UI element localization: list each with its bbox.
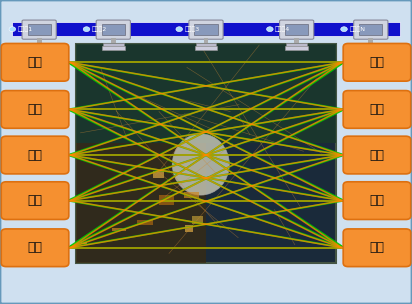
Text: 通讯: 通讯	[370, 194, 384, 207]
Text: 建模工2: 建模工2	[92, 26, 107, 32]
Bar	[37, 38, 42, 43]
Bar	[76, 44, 336, 143]
Bar	[194, 24, 218, 35]
FancyBboxPatch shape	[1, 136, 69, 174]
Bar	[285, 24, 308, 35]
Text: 其它: 其它	[28, 241, 42, 254]
Bar	[359, 24, 382, 35]
FancyBboxPatch shape	[343, 91, 411, 128]
Text: 控制: 控制	[28, 194, 42, 207]
FancyBboxPatch shape	[1, 91, 69, 128]
FancyBboxPatch shape	[22, 20, 56, 39]
Bar	[28, 46, 50, 50]
FancyBboxPatch shape	[343, 229, 411, 267]
FancyBboxPatch shape	[343, 136, 411, 174]
FancyBboxPatch shape	[1, 182, 69, 219]
FancyBboxPatch shape	[353, 20, 388, 39]
Circle shape	[267, 27, 273, 32]
Bar	[29, 43, 49, 46]
Bar	[111, 38, 116, 43]
Text: 电磁: 电磁	[370, 103, 384, 116]
Text: 机械: 机械	[28, 56, 42, 69]
Bar	[185, 192, 199, 198]
Bar	[76, 143, 206, 263]
Bar	[192, 216, 203, 224]
Bar	[360, 43, 381, 46]
Bar	[12, 22, 400, 36]
Bar	[102, 24, 125, 35]
Bar	[196, 43, 216, 46]
Bar	[103, 43, 124, 46]
Circle shape	[341, 27, 347, 32]
FancyBboxPatch shape	[96, 20, 130, 39]
Bar	[81, 242, 87, 244]
Ellipse shape	[172, 134, 229, 195]
Bar	[359, 46, 382, 50]
Circle shape	[83, 27, 90, 32]
Bar	[153, 171, 164, 178]
Bar	[286, 43, 307, 46]
FancyBboxPatch shape	[1, 43, 69, 81]
Text: 其它: 其它	[370, 241, 384, 254]
FancyBboxPatch shape	[1, 229, 69, 267]
Bar	[185, 225, 192, 232]
Bar	[112, 228, 126, 231]
Bar	[285, 46, 308, 50]
Bar	[368, 38, 373, 43]
Text: 建模工N: 建模工N	[349, 26, 365, 32]
Text: 建模工3: 建模工3	[185, 26, 200, 32]
Text: 传热: 传热	[28, 149, 42, 161]
FancyBboxPatch shape	[343, 182, 411, 219]
Bar	[102, 46, 125, 50]
Text: 建模工4: 建模工4	[275, 26, 290, 32]
Bar	[294, 38, 299, 43]
Bar	[28, 24, 51, 35]
Text: 建模工1: 建模工1	[18, 26, 33, 32]
Text: 光电: 光电	[370, 149, 384, 161]
Bar	[76, 44, 336, 263]
FancyBboxPatch shape	[279, 20, 314, 39]
Bar	[159, 195, 173, 205]
Circle shape	[176, 27, 183, 32]
FancyBboxPatch shape	[189, 20, 223, 39]
Bar	[194, 46, 218, 50]
Bar	[204, 38, 208, 43]
Bar	[137, 220, 153, 225]
FancyBboxPatch shape	[343, 43, 411, 81]
Text: 电子: 电子	[370, 56, 384, 69]
Circle shape	[9, 27, 16, 32]
Text: 流体: 流体	[28, 103, 42, 116]
